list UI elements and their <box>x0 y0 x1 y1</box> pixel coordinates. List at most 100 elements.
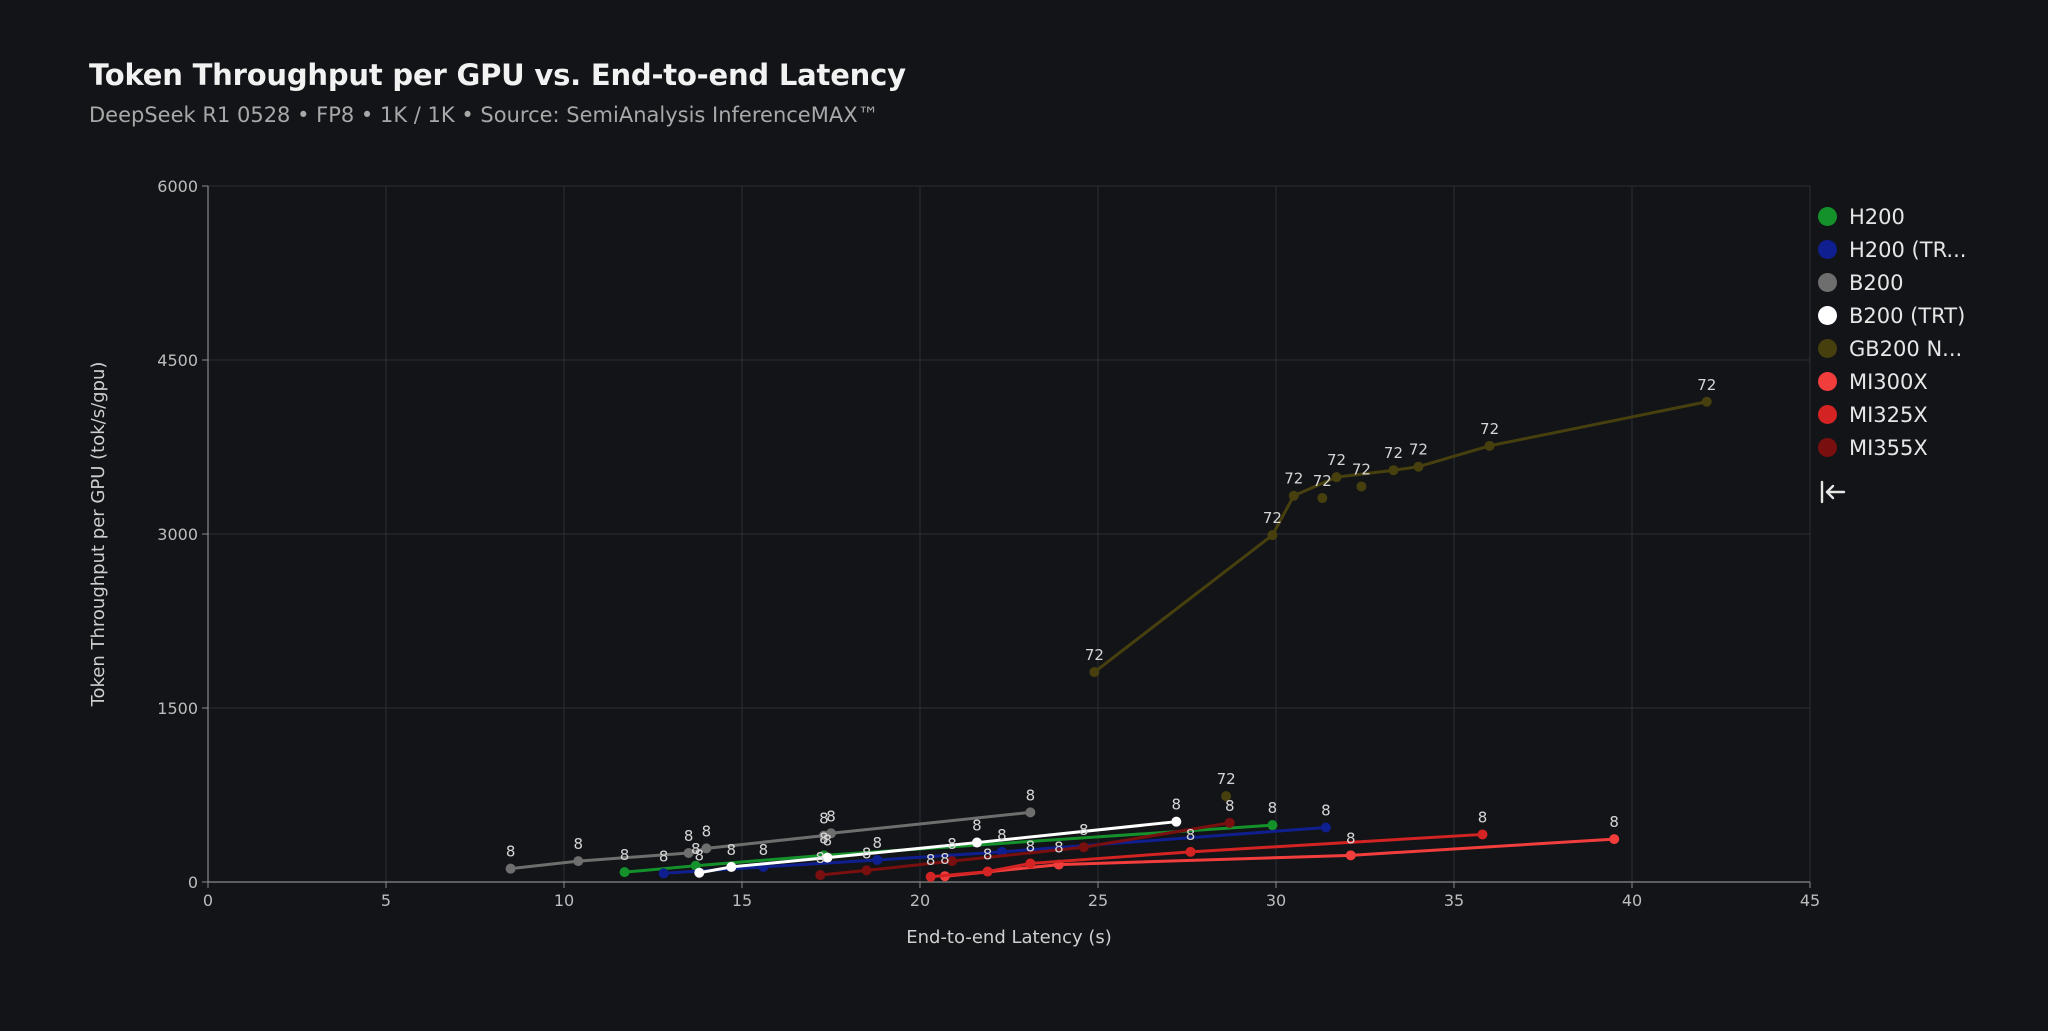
data-label-b200: 8 <box>506 843 516 861</box>
data-point-gb200-nvl72 <box>1267 530 1278 541</box>
x-tick-label: 25 <box>1088 891 1108 910</box>
x-tick-label: 0 <box>203 891 213 910</box>
legend-item-h200[interactable]: H200 <box>1818 200 2038 233</box>
legend-item-mi355x[interactable]: MI355X <box>1818 431 2038 464</box>
data-point-h200-trt <box>1320 822 1331 833</box>
series-layer <box>505 396 1712 882</box>
data-label-mi300x: 8 <box>1346 829 1356 847</box>
data-point-gb200-nvl72-extra <box>1317 493 1328 504</box>
legend-item-h200-trt[interactable]: H200 (TR... <box>1818 233 2038 266</box>
data-point-mi355x <box>861 865 872 876</box>
x-axis-label: End-to-end Latency (s) <box>906 927 1112 948</box>
data-label-b200: 8 <box>702 822 712 840</box>
data-label-b200: 8 <box>573 835 583 853</box>
legend-item-b200-trt[interactable]: B200 (TRT) <box>1818 299 2038 332</box>
data-point-gb200-nvl72 <box>1388 465 1399 476</box>
series-line-h200 <box>623 823 1274 874</box>
data-label-b200-trt: 8 <box>695 847 705 865</box>
data-label-mi355x: 8 <box>816 849 826 867</box>
data-label-gb200-nvl72-extra: 72 <box>1217 770 1236 788</box>
legend-item-b200[interactable]: B200 <box>1818 266 2038 299</box>
data-label-mi355x: 8 <box>1225 797 1235 815</box>
data-label-gb200-nvl72: 72 <box>1697 376 1716 394</box>
data-label-gb200-nvl72: 72 <box>1327 451 1346 469</box>
data-point-mi325x <box>925 871 936 882</box>
data-point-mi325x <box>1025 858 1036 869</box>
data-point-b200 <box>1025 807 1036 818</box>
x-tick-label: 15 <box>732 891 752 910</box>
data-label-h200-trt: 8 <box>873 834 883 852</box>
data-label-h200: 8 <box>819 829 829 847</box>
data-point-mi355x <box>1224 817 1235 828</box>
data-point-gb200-nvl72-extra <box>1356 481 1367 492</box>
collapse-arrow-icon[interactable] <box>1819 478 1847 506</box>
series-line-gb200-nvl72 <box>1092 400 1709 674</box>
y-axis-label: Token Throughput per GPU (tok/s/gpu) <box>88 362 109 708</box>
data-point-b200 <box>701 843 712 854</box>
data-label-h200-trt: 8 <box>759 841 769 859</box>
data-label-gb200-nvl72: 72 <box>1284 470 1303 488</box>
data-label-mi355x: 8 <box>1079 821 1089 839</box>
y-tick-label: 1500 <box>157 699 198 718</box>
data-point-h200 <box>619 867 630 878</box>
data-point-h200 <box>1267 820 1278 831</box>
data-point-h200-trt <box>658 868 669 879</box>
grid-lines <box>207 185 1811 883</box>
data-label-h200-trt: 8 <box>1321 801 1331 819</box>
legend: H200 H200 (TR... B200 B200 (TRT) GB200 N… <box>1818 200 2038 464</box>
data-label-mi300x: 8 <box>1609 813 1619 831</box>
x-tick-label: 20 <box>910 891 930 910</box>
data-label-b200-trt: 8 <box>972 817 982 835</box>
y-tick-label: 6000 <box>157 177 198 196</box>
legend-item-mi325x[interactable]: MI325X <box>1818 398 2038 431</box>
data-point-mi355x <box>1078 842 1089 853</box>
data-label-b200: 8 <box>1026 786 1036 804</box>
data-label-gb200-nvl72: 72 <box>1085 646 1104 664</box>
data-label-gb200-nvl72-extra: 72 <box>1352 460 1371 478</box>
legend-label: H200 (TR... <box>1849 237 1967 262</box>
legend-dot <box>1818 438 1837 457</box>
x-tick-label: 40 <box>1622 891 1642 910</box>
legend-dot <box>1818 273 1837 292</box>
data-label-h200-trt: 8 <box>659 847 669 865</box>
data-point-gb200-nvl72 <box>1701 396 1712 407</box>
data-label-gb200-nvl72: 72 <box>1384 444 1403 462</box>
data-label-mi325x: 8 <box>1478 808 1488 826</box>
legend-dot <box>1818 306 1837 325</box>
data-label-mi300x: 8 <box>1054 839 1064 857</box>
data-label-gb200-nvl72-extra: 72 <box>1313 472 1332 490</box>
legend-item-mi300x[interactable]: MI300X <box>1818 365 2038 398</box>
data-label-mi325x: 8 <box>983 846 993 864</box>
data-label-b200: 8 <box>819 810 829 828</box>
legend-dot <box>1818 207 1837 226</box>
data-label-mi300x: 8 <box>940 850 950 868</box>
legend-item-gb200[interactable]: GB200 N... <box>1818 332 2038 365</box>
x-tick-label: 10 <box>554 891 574 910</box>
x-tick-label: 45 <box>1800 891 1820 910</box>
data-label-gb200-nvl72: 72 <box>1480 420 1499 438</box>
data-point-mi300x <box>1609 834 1620 845</box>
x-tick-label: 35 <box>1444 891 1464 910</box>
chart-title: Token Throughput per GPU vs. End-to-end … <box>89 58 906 92</box>
data-point-mi355x <box>947 856 958 867</box>
y-tick-label: 4500 <box>157 351 198 370</box>
legend-label: MI355X <box>1849 435 1928 460</box>
legend-label: GB200 N... <box>1849 336 1963 361</box>
legend-dot <box>1818 240 1837 259</box>
data-label-b200: 8 <box>826 807 836 825</box>
data-point-gb200-nvl72-extra <box>1221 791 1232 802</box>
data-point-gb200-nvl72 <box>1413 461 1424 472</box>
legend-label: B200 (TRT) <box>1849 303 1966 328</box>
data-label-b200-trt: 8 <box>823 832 833 850</box>
data-point-b200-trt <box>971 837 982 848</box>
data-label-h200: 8 <box>620 846 630 864</box>
legend-dot <box>1818 372 1837 391</box>
data-label-h200: 8 <box>1268 799 1278 817</box>
data-point-mi325x <box>1185 846 1196 857</box>
chart-subtitle: DeepSeek R1 0528 • FP8 • 1K / 1K • Sourc… <box>89 103 879 127</box>
legend-label: MI325X <box>1849 402 1928 427</box>
data-point-gb200-nvl72 <box>1089 667 1100 678</box>
legend-label: B200 <box>1849 270 1904 295</box>
